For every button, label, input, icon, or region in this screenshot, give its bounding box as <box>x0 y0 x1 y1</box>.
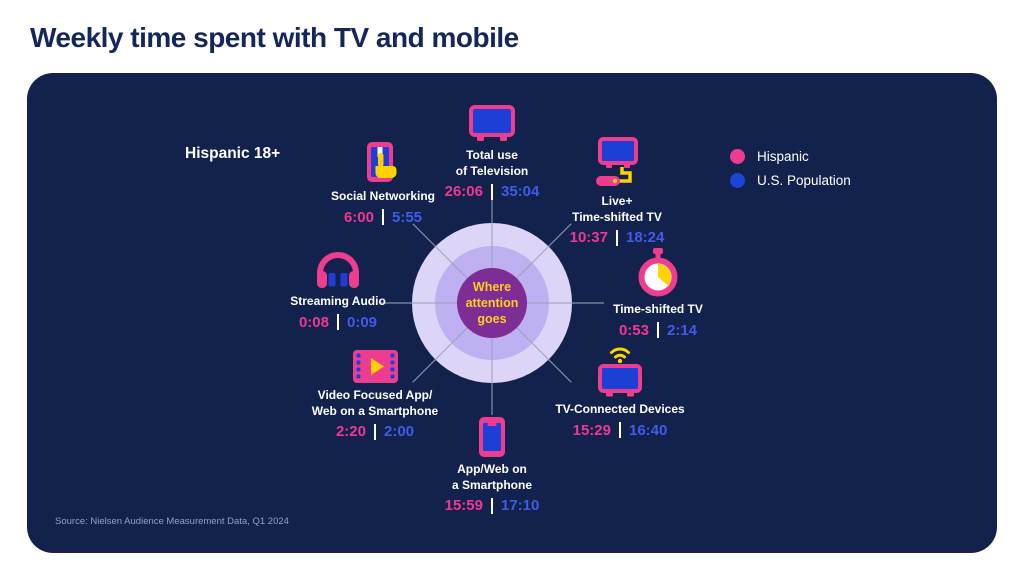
hispanic-value: 0:08 <box>298 313 329 331</box>
category-label: Time-shifted TV <box>613 302 703 316</box>
category-values: 10:37 18:24 <box>570 229 665 246</box>
value-divider <box>657 322 659 339</box>
us-population-value: 35:04 <box>501 183 540 201</box>
hispanic-value: 6:00 <box>343 208 374 226</box>
page-title: Weekly time spent with TV and mobile <box>30 22 519 53</box>
us-population-value: 16:40 <box>629 421 668 439</box>
value-divider <box>382 209 384 226</box>
hispanic-dot-icon <box>730 149 745 164</box>
category-streaming-audio: Streaming Audio 0:08 0:09 <box>253 248 423 331</box>
value-divider <box>491 497 493 514</box>
hub-label: Where attention goes <box>465 279 519 327</box>
category-values: 15:29 16:40 <box>573 422 668 439</box>
category-video-focused-app: Video Focused App/ Web on a Smartphone 2… <box>285 350 465 440</box>
us-population-value: 2:14 <box>667 321 698 339</box>
category-tv-connected-devices: TV-Connected Devices 15:29 16:40 <box>530 347 710 439</box>
category-label: App/Web on a Smartphone <box>451 462 532 492</box>
value-divider <box>619 422 621 439</box>
category-values: 26:06 35:04 <box>445 183 540 200</box>
category-label: TV-Connected Devices <box>555 402 685 416</box>
hispanic-value: 15:29 <box>572 421 611 439</box>
legend: Hispanic U.S. Population <box>730 149 851 197</box>
category-total-tv: Total use of Television 26:06 35:04 <box>407 105 577 200</box>
attention-hub: Where attention goes <box>457 268 527 338</box>
category-timeshifted-tv: Time-shifted TV 0:53 2:14 <box>578 248 738 339</box>
category-label: Streaming Audio <box>290 294 386 308</box>
tap-phone-icon <box>365 142 401 184</box>
hispanic-value: 2:20 <box>335 423 366 441</box>
category-values: 0:53 2:14 <box>619 322 697 339</box>
spoke-lines <box>380 191 604 415</box>
hispanic-value: 15:59 <box>444 497 483 515</box>
tv-dvr-icon <box>590 137 644 189</box>
tv-wifi-icon <box>595 347 645 397</box>
value-divider <box>337 314 339 331</box>
category-label: Social Networking <box>330 189 436 203</box>
us-population-dot-icon <box>730 173 745 188</box>
us-population-value: 17:10 <box>501 497 540 515</box>
category-social-networking: Social Networking 6:00 5:55 <box>298 142 468 226</box>
category-live-timeshifted-tv: Live+ Time-shifted TV 10:37 18:24 <box>532 137 702 246</box>
us-population-value: 0:09 <box>347 313 378 331</box>
legend-label: Hispanic <box>757 149 809 164</box>
us-population-value: 2:00 <box>384 423 415 441</box>
smartphone-icon <box>479 417 505 457</box>
category-label: Total use of Television <box>455 148 529 178</box>
value-divider <box>491 183 493 200</box>
legend-item-hispanic: Hispanic <box>730 149 851 164</box>
hispanic-value: 10:37 <box>569 229 608 247</box>
value-divider <box>616 229 618 246</box>
source-note: Source: Nielsen Audience Measurement Dat… <box>55 516 289 527</box>
category-values: 2:20 2:00 <box>336 423 414 440</box>
category-values: 15:59 17:10 <box>445 497 540 514</box>
hispanic-value: 0:53 <box>618 321 649 339</box>
infographic-panel: Hispanic 18+ Hispanic U.S. Population Wh… <box>27 73 997 553</box>
value-divider <box>374 423 376 440</box>
legend-item-us-population: U.S. Population <box>730 173 851 188</box>
category-label: Video Focused App/ Web on a Smartphone <box>311 388 439 418</box>
category-values: 6:00 5:55 <box>344 209 422 226</box>
audience-label: Hispanic 18+ <box>185 145 281 162</box>
stopwatch-icon <box>635 248 681 297</box>
hispanic-value: 26:06 <box>444 183 483 201</box>
category-app-web-smartphone: App/Web on a Smartphone 15:59 17:10 <box>407 417 577 514</box>
us-population-value: 18:24 <box>626 229 665 247</box>
us-population-value: 5:55 <box>392 208 423 226</box>
headphones-icon <box>315 248 361 289</box>
tv-icon <box>469 105 515 143</box>
film-play-icon <box>352 350 398 383</box>
legend-label: U.S. Population <box>757 173 851 188</box>
category-label: Live+ Time-shifted TV <box>572 194 662 224</box>
category-values: 0:08 0:09 <box>299 314 377 331</box>
